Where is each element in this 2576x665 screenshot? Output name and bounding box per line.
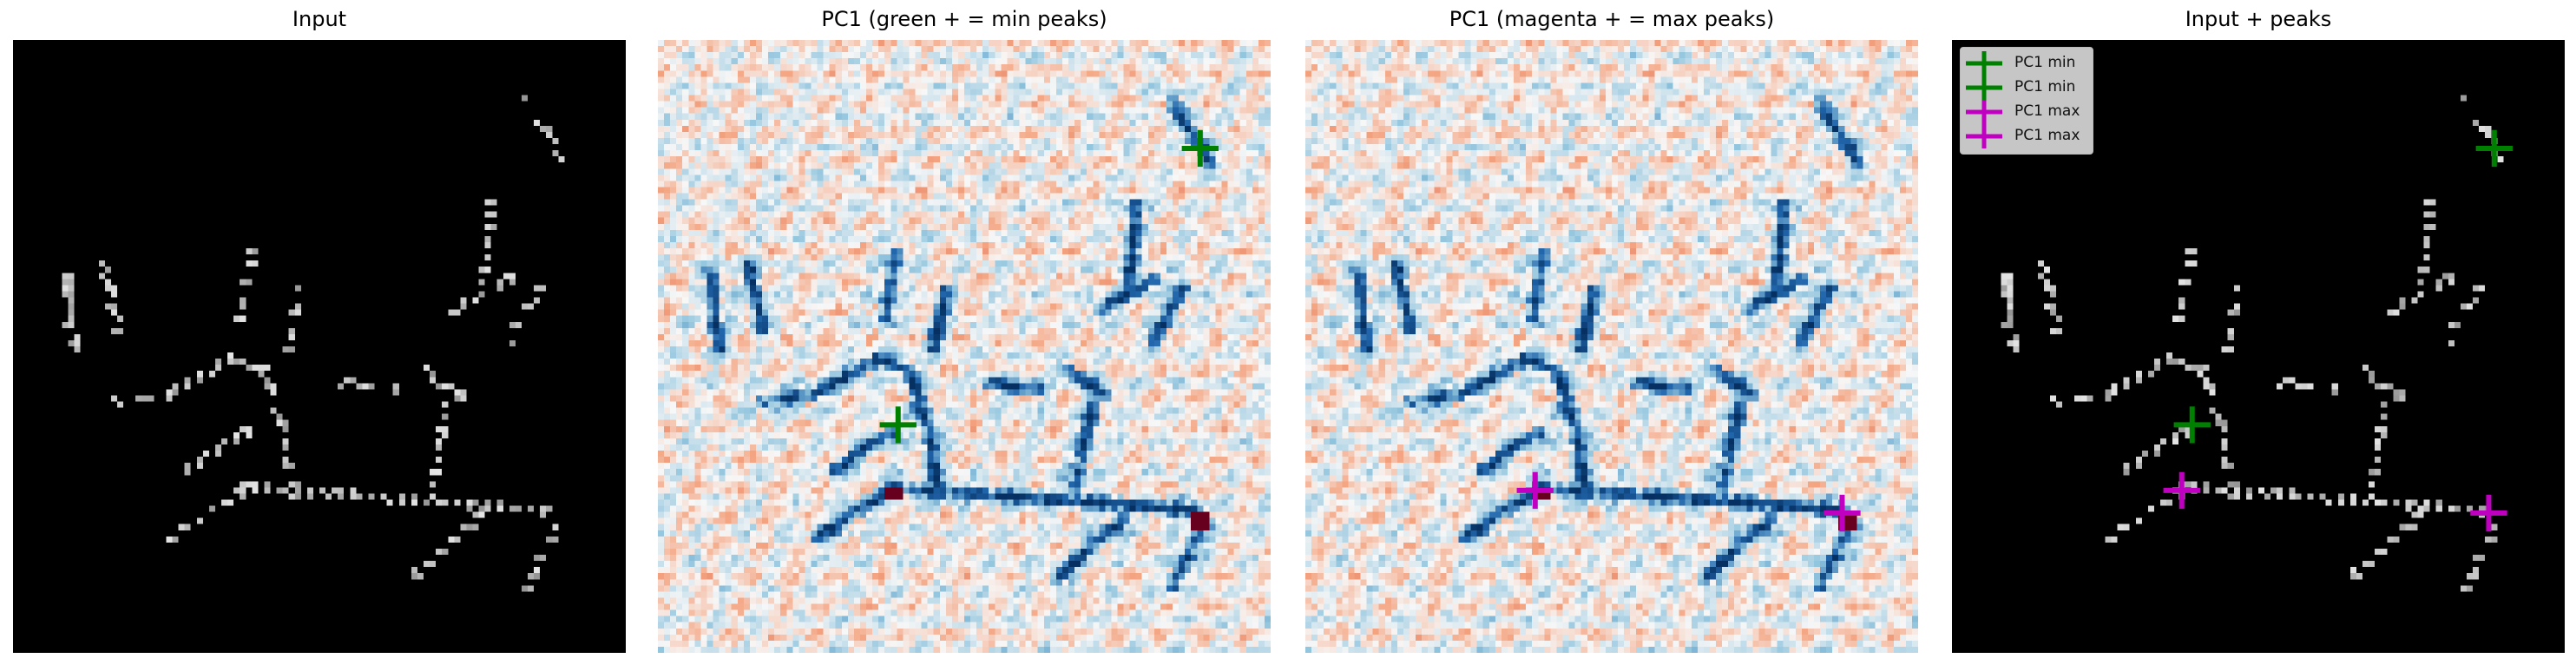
panel-pc1-min: PC1 (green + = min peaks) bbox=[658, 7, 1271, 653]
max-peak-marker bbox=[1516, 471, 1554, 510]
legend-label: PC1 max bbox=[2014, 102, 2080, 120]
min-peak-marker bbox=[879, 406, 917, 444]
panel-title: PC1 (green + = min peaks) bbox=[821, 7, 1107, 31]
panel-input-peaks: Input + peaks PC1 min PC1 min PC1 max PC… bbox=[1952, 7, 2565, 653]
min-peak-marker bbox=[2475, 129, 2513, 168]
legend-entry: PC1 min bbox=[1961, 51, 2091, 76]
legend-label: PC1 min bbox=[2014, 78, 2076, 95]
panel-title: Input + peaks bbox=[2185, 7, 2332, 31]
min-peak-marker bbox=[2173, 406, 2211, 444]
pc1-heatmap bbox=[1305, 40, 1918, 653]
pc1-heatmap bbox=[658, 40, 1271, 653]
panel-input: Input bbox=[13, 7, 626, 653]
legend-entry: PC1 max bbox=[1961, 124, 2091, 148]
min-peak-marker bbox=[1181, 129, 1219, 168]
input-image bbox=[13, 40, 626, 653]
marker-overlay bbox=[2163, 129, 2513, 532]
max-peak-marker bbox=[2163, 471, 2200, 510]
max-peak-marker bbox=[2470, 494, 2507, 532]
legend: PC1 min PC1 min PC1 max PC1 max bbox=[1960, 47, 2093, 155]
marker-overlay bbox=[1516, 471, 1861, 532]
legend-entry: PC1 max bbox=[1961, 100, 2091, 124]
legend-label: PC1 max bbox=[2014, 127, 2080, 144]
legend-entry: PC1 min bbox=[1961, 76, 2091, 100]
panel-title: PC1 (magenta + = max peaks) bbox=[1449, 7, 1775, 31]
panel-title: Input bbox=[292, 7, 347, 31]
legend-label: PC1 min bbox=[2014, 54, 2076, 71]
max-peak-marker bbox=[1824, 494, 1861, 532]
marker-overlay bbox=[879, 129, 1219, 444]
panel-pc1-max: PC1 (magenta + = max peaks) bbox=[1305, 7, 1918, 653]
